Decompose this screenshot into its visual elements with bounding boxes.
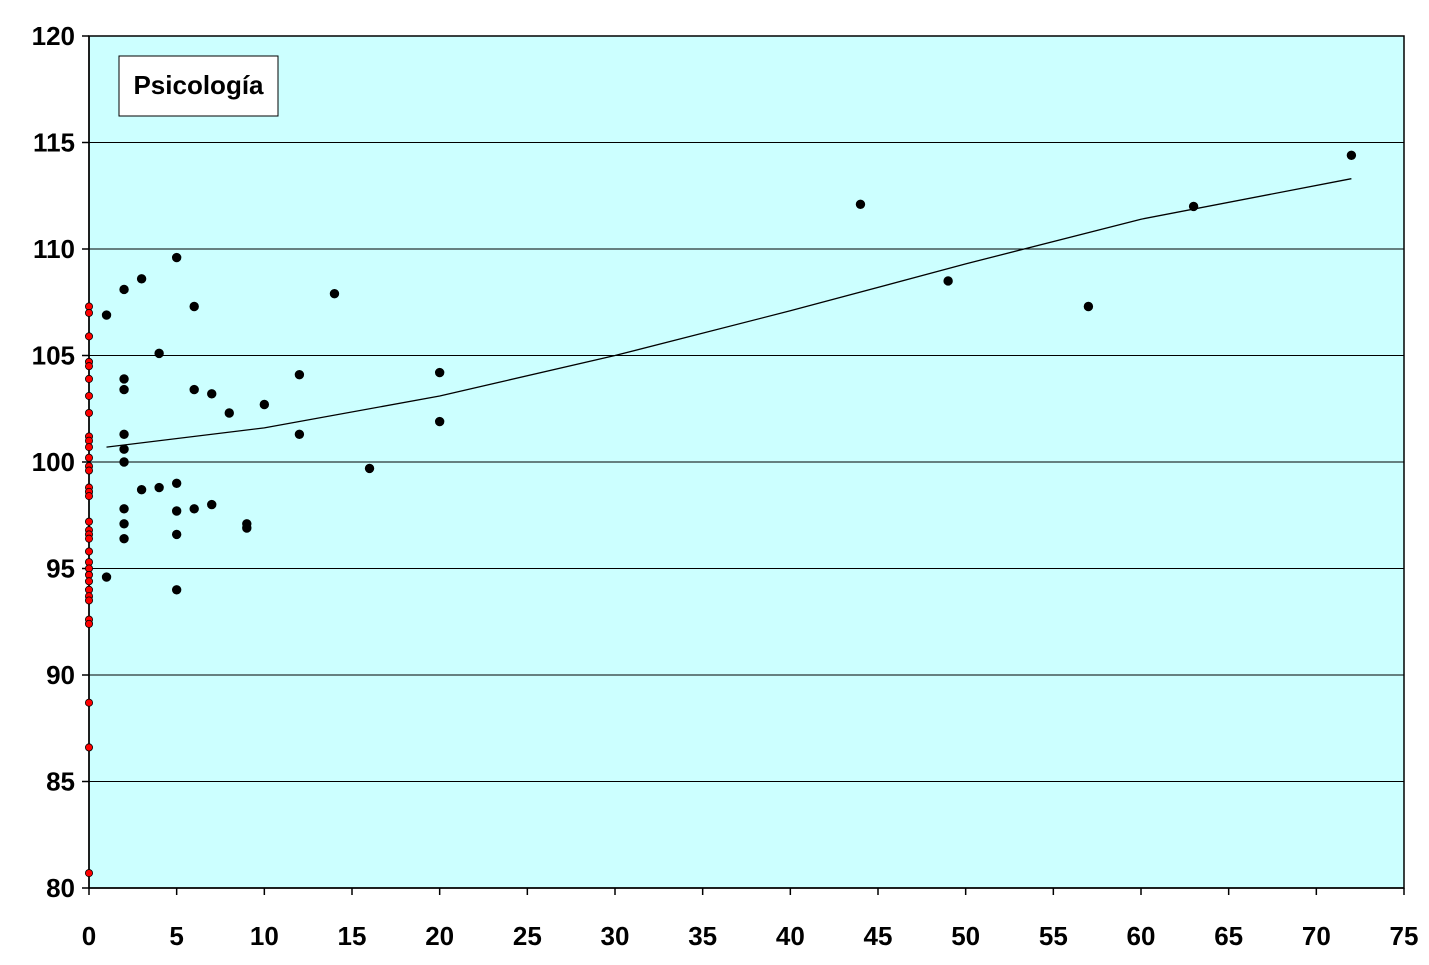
data-point-s0-17 [171, 506, 182, 516]
y-tick-label-85: 85 [46, 767, 75, 797]
y-tick-label-80: 80 [46, 873, 75, 903]
data-point-s1-4 [85, 362, 94, 371]
y-tick-label-95: 95 [46, 554, 75, 584]
data-point-s0-32 [364, 463, 375, 474]
data-points [85, 150, 1357, 878]
x-tick-label-35: 35 [688, 921, 717, 951]
data-point-s0-11 [136, 274, 147, 284]
data-point-s0-31 [329, 289, 340, 299]
y-tick-label-90: 90 [46, 660, 75, 690]
x-tick-label-30: 30 [601, 921, 630, 951]
data-point-s0-20 [189, 301, 199, 312]
data-point-s1-16 [85, 492, 94, 501]
data-point-s0-35 [855, 199, 866, 209]
data-point-s0-13 [154, 348, 164, 359]
x-tick-label-10: 10 [250, 921, 279, 951]
data-point-s1-25 [85, 577, 94, 586]
data-point-s0-36 [943, 276, 953, 286]
data-point-s0-5 [119, 429, 129, 440]
data-point-s0-2 [119, 284, 129, 295]
y-tick-label-115: 115 [33, 128, 75, 158]
data-point-s0-16 [171, 478, 182, 489]
data-point-s0-15 [171, 252, 182, 263]
data-point-s1-13 [85, 466, 94, 475]
y-tick-label-105: 105 [32, 341, 75, 371]
data-point-s0-24 [207, 499, 217, 510]
data-point-s0-10 [119, 533, 129, 544]
x-tick-label-40: 40 [776, 921, 805, 951]
data-point-s1-30 [85, 619, 94, 628]
data-point-s0-0 [101, 310, 112, 320]
data-point-s1-11 [85, 453, 94, 462]
data-point-s0-12 [136, 484, 147, 495]
y-tick-label-120: 120 [32, 21, 75, 51]
data-point-s1-32 [85, 743, 94, 752]
data-point-s0-8 [119, 504, 129, 514]
y-tick-labels: 80 85 90 95 100 105 110 115 120 [32, 21, 75, 903]
x-tick-label-5: 5 [169, 921, 183, 951]
data-point-s0-28 [259, 399, 270, 410]
data-point-s0-1 [101, 572, 112, 582]
x-tick-label-75: 75 [1390, 921, 1419, 951]
data-point-s1-5 [85, 374, 94, 383]
data-point-s0-38 [1188, 201, 1199, 212]
x-tick-label-25: 25 [513, 921, 542, 951]
data-point-s0-30 [294, 429, 305, 440]
data-point-s1-21 [85, 547, 94, 556]
data-point-s0-18 [171, 529, 182, 540]
data-point-s0-22 [189, 504, 199, 514]
inset-label-box [118, 55, 279, 117]
data-point-s0-27 [242, 523, 252, 533]
x-tick-label-0: 0 [82, 921, 96, 951]
data-point-s1-20 [85, 534, 94, 543]
data-point-s0-6 [119, 444, 129, 454]
data-point-s1-28 [85, 596, 94, 605]
data-point-s1-10 [85, 443, 94, 452]
data-point-s0-23 [207, 389, 217, 399]
data-point-s0-4 [119, 384, 129, 395]
x-tick-labels: 0 5 10 15 20 25 30 35 40 45 50 55 60 65 70 75 [82, 921, 1419, 951]
x-tick-label-65: 65 [1214, 921, 1243, 951]
data-point-s0-19 [171, 585, 182, 595]
data-point-s0-7 [119, 457, 129, 467]
x-tick-label-45: 45 [864, 921, 893, 951]
trend-line [106, 178, 1352, 448]
y-tick-label-100: 100 [32, 447, 75, 477]
data-point-s1-6 [85, 391, 94, 400]
x-tick-label-20: 20 [425, 921, 454, 951]
data-point-s1-31 [85, 698, 94, 707]
grid-lines [89, 142, 1404, 782]
data-point-s1-33 [85, 869, 94, 878]
data-point-s0-3 [119, 374, 129, 384]
data-point-s1-1 [85, 308, 94, 317]
data-point-s0-39 [1346, 150, 1357, 160]
data-point-s0-14 [154, 482, 164, 493]
data-point-s1-7 [85, 409, 94, 418]
data-point-s0-9 [119, 519, 129, 529]
x-tick-label-15: 15 [338, 921, 367, 951]
inset-label: Psicología [118, 55, 279, 117]
data-point-s1-2 [85, 332, 94, 341]
data-point-s0-34 [434, 416, 445, 427]
y-tick-label-110: 110 [33, 234, 75, 264]
x-tick-label-70: 70 [1302, 921, 1331, 951]
data-point-s0-25 [224, 408, 234, 418]
x-tick-label-55: 55 [1039, 921, 1068, 951]
x-tick-label-60: 60 [1127, 921, 1156, 951]
data-point-s0-33 [434, 367, 445, 378]
data-point-s0-21 [189, 384, 199, 395]
data-point-s1-17 [85, 517, 94, 526]
data-point-s0-29 [294, 369, 305, 380]
data-point-s0-37 [1083, 301, 1094, 312]
inset-label-text: Psicología [133, 70, 264, 100]
x-tick-label-50: 50 [951, 921, 980, 951]
